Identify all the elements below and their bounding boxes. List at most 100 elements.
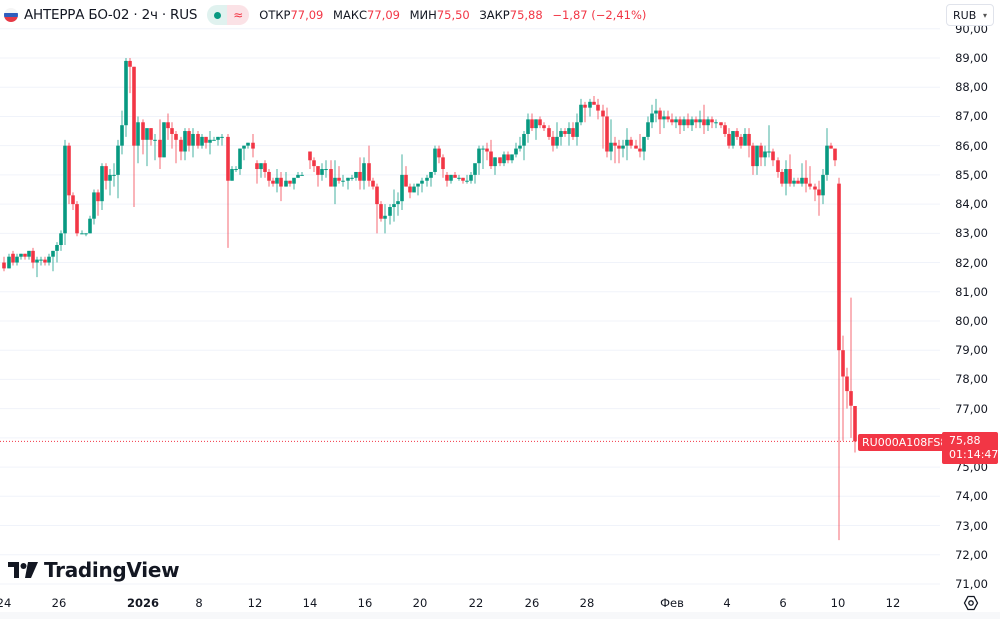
candle xyxy=(583,101,587,123)
time-tick-label: 26 xyxy=(524,596,540,610)
price-tick-label: 73,00 xyxy=(955,518,988,533)
candle xyxy=(613,136,617,164)
price-tick-label: 72,00 xyxy=(955,547,988,562)
candle xyxy=(646,116,650,140)
candle xyxy=(634,139,638,149)
price-tick-label: 81,00 xyxy=(955,284,988,299)
candle xyxy=(43,256,47,266)
candle xyxy=(35,256,39,278)
candle xyxy=(246,142,250,149)
candle xyxy=(575,113,579,146)
currency-select[interactable]: RUB ▾ xyxy=(946,4,994,26)
ohlc-values: ОТКР77,09 МАКС77,09 МИН75,50 ЗАКР75,88 −… xyxy=(259,8,646,22)
candle xyxy=(841,335,845,441)
candle xyxy=(498,157,502,167)
time-tick-label: 16 xyxy=(357,596,373,610)
candle xyxy=(367,145,371,187)
candle xyxy=(514,142,518,158)
low-label: МИН xyxy=(409,8,437,22)
candle xyxy=(821,169,825,205)
candle xyxy=(104,163,108,190)
candle xyxy=(88,215,92,234)
candle xyxy=(441,154,445,178)
candle xyxy=(379,201,383,222)
candle xyxy=(571,122,575,140)
candle xyxy=(39,256,43,266)
candle xyxy=(690,116,694,132)
candle xyxy=(292,177,296,190)
candle xyxy=(255,160,259,184)
candle xyxy=(329,160,333,187)
candle xyxy=(731,131,735,149)
candle xyxy=(145,128,149,167)
candle xyxy=(15,253,19,266)
candle xyxy=(324,160,328,178)
price-tick-label: 88,00 xyxy=(955,80,988,95)
candle xyxy=(92,189,96,225)
candle xyxy=(300,171,304,176)
candle xyxy=(473,163,477,184)
candle xyxy=(658,107,662,134)
candle xyxy=(375,183,379,234)
candle xyxy=(763,145,767,167)
candle xyxy=(767,125,771,158)
candle xyxy=(702,104,706,134)
candle xyxy=(251,133,255,158)
candle xyxy=(183,128,187,161)
candle xyxy=(149,128,153,146)
candle xyxy=(425,174,429,187)
price-tick-label: 87,00 xyxy=(955,109,988,124)
candle xyxy=(845,367,849,409)
tradingview-logo[interactable]: TradingView xyxy=(8,558,180,582)
candle xyxy=(191,128,195,158)
time-tick-label: 2026 xyxy=(126,596,160,610)
price-tick-label: 80,00 xyxy=(955,313,988,328)
candle xyxy=(170,122,174,149)
candle xyxy=(650,104,654,129)
candle xyxy=(605,107,609,158)
candle xyxy=(204,136,208,149)
candle xyxy=(469,171,473,184)
time-tick-label: 20 xyxy=(412,596,428,610)
candle xyxy=(275,169,279,193)
candle xyxy=(714,119,718,129)
low-value: 75,50 xyxy=(436,8,470,22)
symbol-legend[interactable]: АНТЕРРА БО-02 · 2ч · RUS ≈ ОТКР77,09 МАК… xyxy=(0,0,646,30)
candle xyxy=(71,192,75,210)
chart-settings-icon[interactable] xyxy=(963,595,979,611)
candle xyxy=(457,174,461,181)
candle xyxy=(727,128,731,149)
candle xyxy=(320,163,324,181)
candle xyxy=(551,131,555,152)
candle xyxy=(383,204,387,234)
candle xyxy=(47,253,51,266)
symbol-title[interactable]: АНТЕРРА БО-02 · 2ч · RUS xyxy=(24,7,198,23)
candle xyxy=(563,128,567,137)
candle xyxy=(674,116,678,129)
time-tick-label: 24 xyxy=(0,596,12,610)
candle xyxy=(579,98,583,126)
candle xyxy=(267,169,271,187)
candle xyxy=(187,128,191,152)
candle xyxy=(132,66,136,208)
candle xyxy=(80,230,84,235)
candle xyxy=(153,133,157,161)
candle xyxy=(141,119,145,155)
candle xyxy=(666,110,670,123)
candle xyxy=(108,169,112,196)
last-price-tag: 75,88 01:14:47 xyxy=(942,432,998,464)
candle xyxy=(63,139,67,246)
candle xyxy=(279,171,283,202)
logo-text: TradingView xyxy=(44,558,180,582)
open-label: ОТКР xyxy=(259,8,291,22)
candle xyxy=(396,192,400,216)
candle xyxy=(116,139,120,199)
candle xyxy=(112,163,116,187)
market-status-badge[interactable]: ≈ xyxy=(207,5,250,25)
close-label: ЗАКР xyxy=(479,8,510,22)
candle xyxy=(128,58,132,94)
price-tick-label: 84,00 xyxy=(955,197,988,212)
candle xyxy=(776,157,780,178)
candle xyxy=(771,148,775,167)
